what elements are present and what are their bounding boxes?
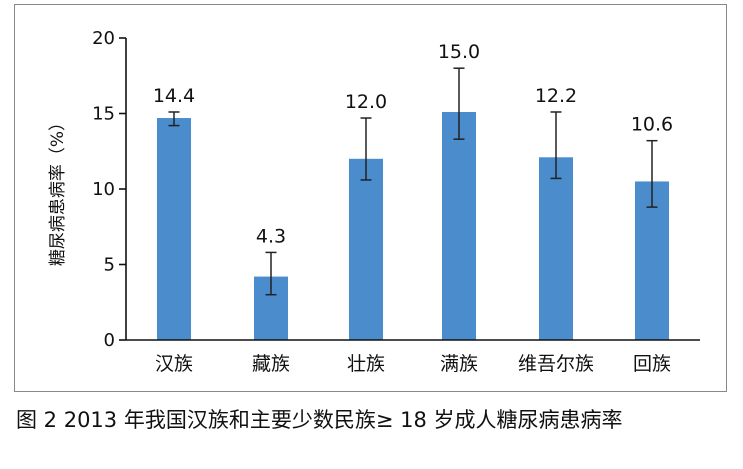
y-tick-label: 15 bbox=[92, 104, 115, 125]
y-tick-label: 10 bbox=[92, 179, 115, 200]
bar bbox=[442, 111, 476, 341]
value-label: 15.0 bbox=[438, 41, 480, 63]
x-tick-label: 汉族 bbox=[155, 353, 193, 375]
x-tick-label: 藏族 bbox=[252, 353, 290, 375]
x-tick-label: 维吾尔族 bbox=[518, 353, 594, 375]
value-label: 14.4 bbox=[153, 85, 195, 107]
bars bbox=[157, 111, 669, 341]
x-tick-label: 壮族 bbox=[347, 353, 385, 375]
value-label: 12.2 bbox=[535, 85, 577, 107]
y-axis-label: 糖尿病患病率（%） bbox=[48, 114, 68, 266]
bar bbox=[539, 157, 573, 340]
bar bbox=[157, 118, 191, 340]
y-tick-label: 20 bbox=[92, 28, 115, 49]
value-label: 4.3 bbox=[256, 225, 286, 247]
figure-caption: 图 2 2013 年我国汉族和主要少数民族≥ 18 岁成人糖尿病患病率 bbox=[16, 408, 623, 432]
x-axis: 汉族 藏族 壮族 满族 维吾尔族 回族 bbox=[126, 339, 700, 375]
bar bbox=[349, 158, 383, 340]
bar bbox=[635, 181, 669, 340]
value-label: 12.0 bbox=[345, 91, 387, 113]
value-labels: 14.4 4.3 12.0 15.0 12.2 10.6 bbox=[153, 41, 673, 247]
y-axis: 0 5 10 15 20 bbox=[92, 28, 127, 351]
y-tick-label: 0 bbox=[104, 330, 115, 351]
y-tick-label: 5 bbox=[104, 255, 115, 276]
chart-frame bbox=[14, 4, 727, 392]
x-tick-label: 回族 bbox=[633, 353, 671, 375]
x-tick-label: 满族 bbox=[440, 353, 478, 375]
value-label: 10.6 bbox=[631, 114, 673, 136]
error-bars bbox=[168, 67, 658, 296]
